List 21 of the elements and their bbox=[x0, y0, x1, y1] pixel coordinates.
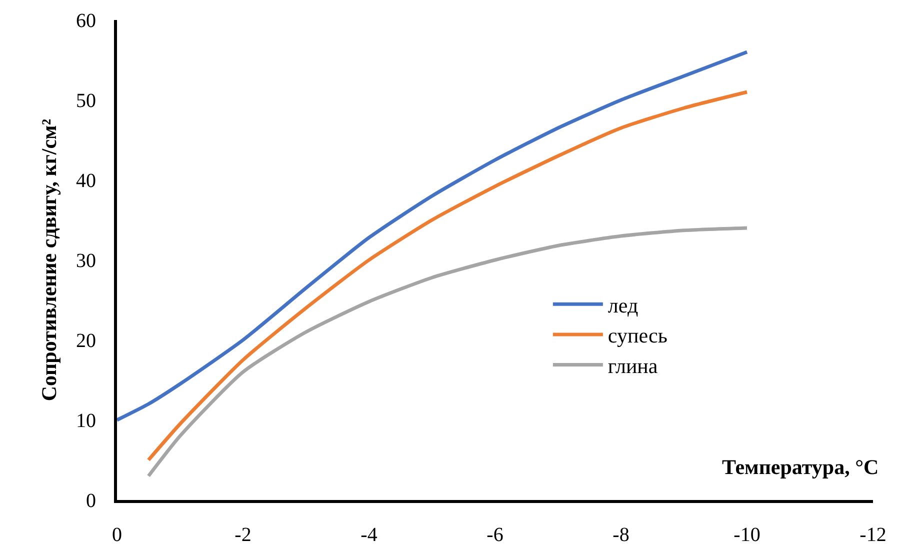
line-series bbox=[117, 50, 749, 422]
y-tick-label: 30 bbox=[76, 250, 96, 272]
y-tick-label: 10 bbox=[76, 410, 96, 432]
y-tick-label: 60 bbox=[76, 10, 96, 32]
y-tick-label: 40 bbox=[76, 170, 96, 192]
x-tick-label: 0 bbox=[112, 524, 122, 546]
y-axis-title: Сопротивление сдвигу, кг/см² bbox=[37, 118, 62, 402]
legend-label: глина bbox=[608, 354, 658, 378]
legend-label: супесь bbox=[608, 324, 668, 348]
x-tick-label: -8 bbox=[612, 524, 630, 546]
y-tick-label: 0 bbox=[86, 490, 96, 512]
x-tick-label: -6 bbox=[486, 524, 504, 546]
x-tick-label: -12 bbox=[860, 524, 886, 546]
x-tick-label: -4 bbox=[360, 524, 378, 546]
y-tick-label: 50 bbox=[76, 90, 96, 112]
line-series bbox=[146, 90, 749, 462]
x-tick-label: -10 bbox=[734, 524, 760, 546]
x-tick-label: -2 bbox=[234, 524, 252, 546]
legend-label: лед bbox=[608, 293, 638, 318]
x-axis-title: Температура, °C bbox=[722, 455, 879, 479]
y-tick-label: 20 bbox=[76, 330, 96, 352]
